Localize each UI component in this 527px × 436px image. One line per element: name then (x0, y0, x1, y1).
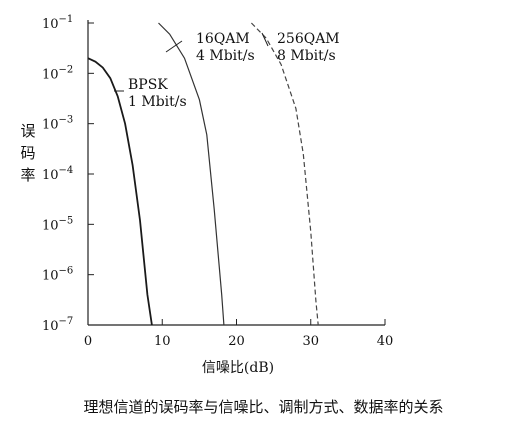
y-axis-label: 误码率 (20, 122, 35, 184)
series-label-leader (165, 40, 183, 53)
y-tick-label: 10−6 (42, 266, 73, 284)
y-tick-label: 10−2 (42, 64, 73, 82)
series-label-rate: 1 Mbit/s (128, 94, 187, 110)
x-tick-label: 20 (228, 334, 245, 349)
y-tick-label: 10−4 (42, 165, 73, 183)
y-tick-label: 10−1 (42, 14, 73, 32)
chart: 10−1 10−2 10−3 10−4 10−5 10−6 10−7 0 10 20 30 40 B… (20, 14, 393, 376)
x-tick-label: 30 (302, 334, 319, 349)
figure-caption: 理想信道的误码率与信噪比、调制方式、数据率的关系 (83, 398, 444, 416)
x-tick-label: 10 (154, 334, 171, 349)
y-axis-label-char: 误 (20, 122, 35, 140)
y-tick-label: 10−5 (42, 215, 73, 233)
y-axis-label-char: 率 (20, 166, 35, 184)
x-ticks: 0 10 20 30 40 (84, 319, 393, 349)
axes (87, 20, 385, 326)
series-label-name: 16QAM (196, 31, 250, 47)
y-tick-label: 10−3 (42, 115, 73, 133)
series-line-256qam (250, 22, 319, 326)
x-tick-label: 0 (84, 334, 92, 349)
series-label-rate: 8 Mbit/s (277, 48, 336, 64)
series-label-name: 256QAM (277, 31, 340, 47)
series-line-bpsk (87, 57, 153, 326)
series-label-name: BPSK (128, 77, 168, 93)
series-label-leader (261, 32, 269, 47)
y-tick-label: 10−7 (42, 316, 73, 334)
y-axis-label-char: 码 (20, 144, 35, 162)
series-lines (87, 22, 319, 326)
x-tick-label: 40 (377, 334, 394, 349)
series-label-rate: 4 Mbit/s (196, 48, 255, 64)
x-axis-label: 信噪比(dB) (202, 360, 274, 376)
y-ticks: 10−1 10−2 10−3 10−4 10−5 10−6 10−7 (42, 14, 94, 334)
series-line-16qam (158, 22, 225, 326)
